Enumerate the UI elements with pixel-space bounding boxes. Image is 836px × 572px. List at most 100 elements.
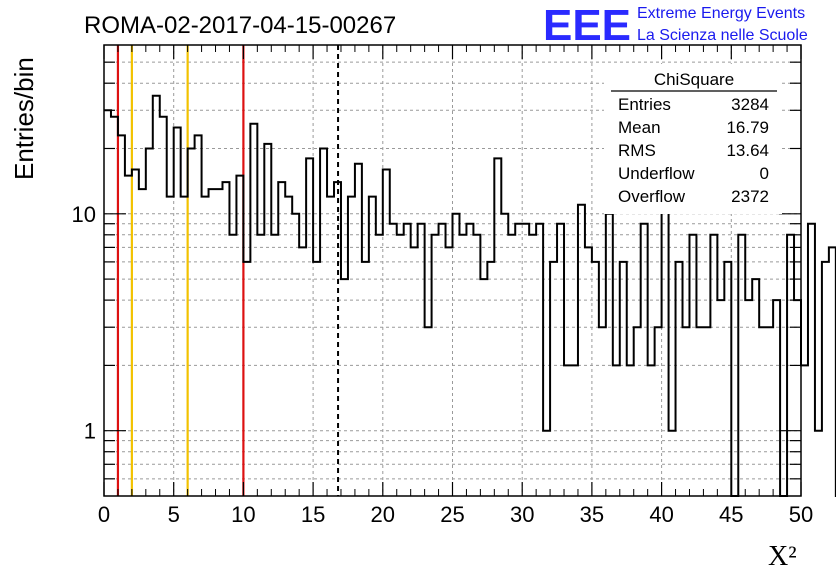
histogram-bin xyxy=(815,431,822,496)
histogram-bin xyxy=(404,224,411,496)
histogram-bin xyxy=(292,214,299,496)
histogram-bin xyxy=(132,170,139,496)
x-tick-label: 30 xyxy=(510,502,534,527)
histogram-bin xyxy=(480,279,487,496)
histogram-bin xyxy=(676,262,683,496)
x-tick-label: 15 xyxy=(301,502,325,527)
histogram-bin xyxy=(299,247,306,496)
histogram-bin xyxy=(620,262,627,496)
y-tick-label: 1 xyxy=(84,419,96,444)
x-axis-label: X² xyxy=(768,541,797,572)
histogram-bin xyxy=(425,327,432,496)
stats-label: Overflow xyxy=(618,187,686,206)
histogram-bin xyxy=(236,176,243,496)
logo-letters: EEE xyxy=(543,1,631,50)
histogram-bin xyxy=(146,148,153,496)
histogram-bin xyxy=(592,262,599,496)
y-tick-label: 10 xyxy=(72,202,96,227)
x-tick-label: 40 xyxy=(649,502,673,527)
histogram-bin xyxy=(745,300,752,496)
histogram-bin xyxy=(752,279,759,496)
histogram-bin xyxy=(111,117,118,496)
histogram-bin xyxy=(822,262,829,496)
histogram-bin xyxy=(285,197,292,496)
histogram-bin xyxy=(696,327,703,496)
histogram-bin xyxy=(662,176,669,496)
histogram-bin xyxy=(278,182,285,496)
x-tick-label: 35 xyxy=(580,502,604,527)
histogram-bin xyxy=(641,224,648,496)
x-tick-label: 50 xyxy=(789,502,813,527)
x-tick-label: 5 xyxy=(168,502,180,527)
stats-value: 16.79 xyxy=(726,118,769,137)
stats-rows: Entries 3284 Mean 16.79 RMS 13.64 Underflow 0 Ov… xyxy=(618,95,769,206)
histogram-bin xyxy=(222,182,229,496)
stats-box-background xyxy=(604,64,782,214)
histogram-bin xyxy=(550,262,557,496)
histogram-bin xyxy=(118,135,125,496)
histogram-bin xyxy=(669,431,676,496)
histogram-bin xyxy=(759,327,766,496)
histogram-bin xyxy=(195,135,202,496)
histogram-bin xyxy=(216,189,223,496)
histogram-bin xyxy=(501,214,508,496)
histogram-bin xyxy=(808,224,815,496)
histogram-bin xyxy=(459,235,466,496)
histogram-bin xyxy=(655,327,662,496)
histogram-bin xyxy=(418,224,425,496)
histogram-bin xyxy=(306,158,313,496)
stats-label: RMS xyxy=(618,141,656,160)
histogram-bin xyxy=(529,235,536,496)
histogram-bin xyxy=(648,365,655,496)
histogram-bin xyxy=(139,189,146,496)
histogram-bin xyxy=(766,327,773,496)
histogram-bin xyxy=(104,110,111,496)
histogram-line xyxy=(104,94,836,497)
histogram-bin xyxy=(801,365,808,496)
histogram-bin xyxy=(703,327,710,496)
histogram-bin xyxy=(202,197,209,496)
stats-title: ChiSquare xyxy=(654,70,734,89)
histogram-bin xyxy=(683,327,690,496)
histogram-bin xyxy=(355,164,362,496)
stats-box: ChiSquare Entries 3284 Mean 16.79 RMS 13.64 Un… xyxy=(604,64,782,214)
chart-title: ROMA-02-2017-04-15-00267 xyxy=(84,12,396,39)
logo-line1: Extreme Energy Events xyxy=(637,5,805,22)
stats-label: Mean xyxy=(618,118,661,137)
histogram-bin xyxy=(627,365,634,496)
tick-layer xyxy=(103,45,802,496)
histogram-bin xyxy=(564,365,571,496)
label-layer: 0 5 10 15 20 25 30 35 40 45 50 1 10 xyxy=(72,202,814,527)
logo-line2: La Scienza nelle Scuole xyxy=(637,27,808,44)
histogram-bin xyxy=(174,127,181,496)
histogram-bin xyxy=(599,327,606,496)
histogram-bin xyxy=(390,224,397,496)
histogram-bin xyxy=(327,197,334,496)
histogram-bin xyxy=(494,158,501,496)
x-tick-label: 25 xyxy=(440,502,464,527)
histogram-bin xyxy=(473,235,480,496)
histogram-bin xyxy=(264,144,271,496)
histogram-bin xyxy=(243,262,250,496)
histogram-bin xyxy=(446,247,453,496)
histogram-bin xyxy=(369,197,376,496)
histogram-bin xyxy=(522,224,529,496)
histogram-bin xyxy=(634,327,641,496)
histogram-bin xyxy=(160,117,167,496)
histogram-bin xyxy=(439,224,446,496)
histogram-bin xyxy=(271,235,278,496)
histogram-bin xyxy=(181,197,188,496)
histogram-bin xyxy=(578,205,585,496)
histogram-bin xyxy=(320,148,327,496)
histogram-layer xyxy=(104,94,836,497)
annotation-layer xyxy=(116,45,340,496)
histogram-bin xyxy=(167,197,174,496)
histogram-bin xyxy=(738,235,745,496)
histogram-bin xyxy=(543,431,550,496)
histogram-bin xyxy=(487,262,494,496)
histogram-bin xyxy=(334,182,341,496)
histogram-bin xyxy=(613,365,620,496)
histogram-bin xyxy=(689,235,696,496)
x-tick-label: 0 xyxy=(98,502,110,527)
